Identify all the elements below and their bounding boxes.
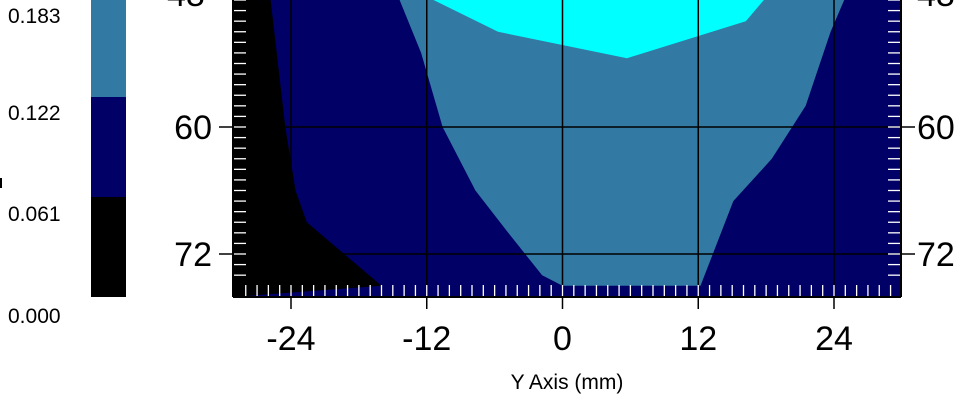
grid-lines — [233, 0, 901, 297]
x-axis-title: Y Axis (mm) — [511, 371, 624, 394]
axis-ticks — [219, 0, 915, 309]
legend-swatch-2 — [91, 197, 126, 297]
legend-label: 0.122 — [8, 102, 61, 125]
x-tick-label: 24 — [815, 320, 853, 358]
legend-label: 0.061 — [8, 203, 61, 226]
edge-mark — [0, 178, 2, 188]
axis-labels: 48 48 60 72 60 72 -24 -12 0 12 24 Y Axis (mm) — [167, 0, 955, 394]
x-tick-label: 0 — [553, 320, 572, 358]
y-tick-label-left: 60 — [174, 109, 212, 147]
contour-regions — [233, 0, 845, 297]
legend-label: 0.000 — [8, 305, 61, 328]
region-0-122-0-183 — [399, 0, 845, 286]
region-0-000-0-061 — [233, 0, 382, 297]
y-tick-label-left: 72 — [174, 236, 212, 274]
y-tick-label-right-partial: 48 — [917, 0, 955, 14]
x-tick-label: -12 — [402, 320, 451, 358]
x-tick-label: 12 — [679, 320, 717, 358]
region-above-0-183 — [433, 0, 764, 59]
legend-label: 0.183 — [8, 5, 61, 28]
y-tick-label-right: 60 — [917, 109, 955, 147]
x-tick-label: -24 — [266, 320, 315, 358]
y-tick-label-right: 72 — [917, 236, 955, 274]
legend-swatch-0 — [91, 0, 126, 97]
legend: 0.183 0.122 0.061 0.000 — [0, 0, 126, 328]
legend-swatch-1 — [91, 97, 126, 197]
y-tick-label-left-partial: 48 — [167, 0, 205, 14]
